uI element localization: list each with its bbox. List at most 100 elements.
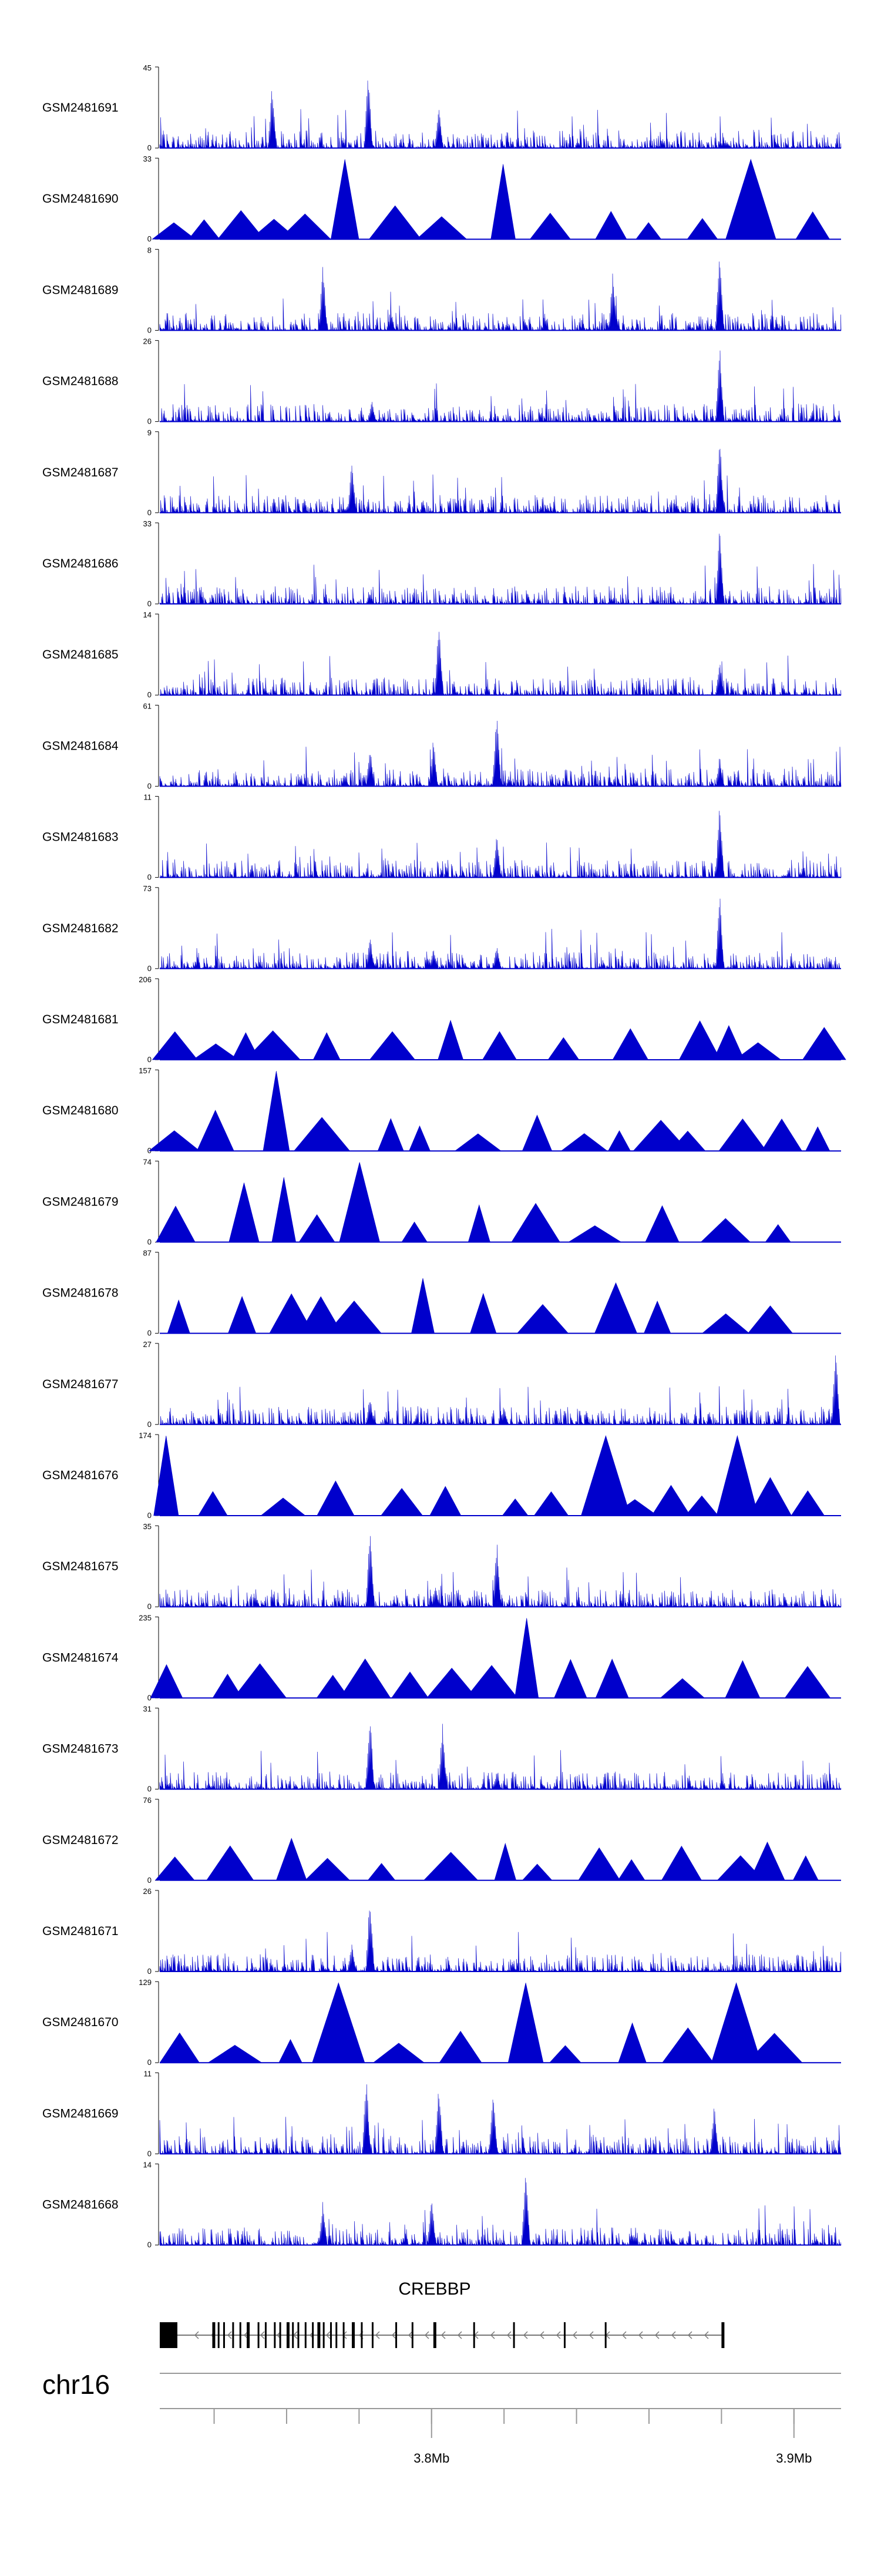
y-zero-label: 0: [147, 1693, 152, 1702]
y-zero-label: 0: [147, 1420, 152, 1429]
strand-arrow: [539, 2331, 544, 2339]
coverage-area: [159, 2084, 842, 2155]
coverage-area: [159, 449, 841, 513]
coverage-area: [159, 1910, 842, 1973]
axis-tick-label: 3.8Mb: [413, 2451, 449, 2466]
strand-arrow: [687, 2331, 692, 2339]
y-max-label: 129: [139, 1978, 152, 1987]
exon: [342, 2322, 345, 2348]
track-GSM2481684: GSM2481684 61 0: [42, 701, 842, 790]
y-zero-label: 0: [147, 1237, 152, 1246]
y-max-label: 73: [143, 884, 152, 893]
y-zero-label: 0: [147, 234, 152, 243]
track-label: GSM2481674: [42, 1651, 119, 1664]
strand-arrow: [243, 2331, 248, 2339]
track-GSM2481683: GSM2481683 11 0: [42, 793, 842, 882]
y-max-label: 14: [143, 2161, 152, 2169]
coverage-area: [159, 261, 842, 331]
track-GSM2481681: GSM2481681 206 0: [42, 975, 846, 1064]
track-GSM2481691: GSM2481691 45 0: [42, 63, 842, 152]
y-max-label: 61: [143, 701, 152, 710]
gene-annotation: CREBBP: [160, 2279, 725, 2348]
strand-arrow: [424, 2331, 429, 2339]
track-GSM2481673: GSM2481673 31 0: [42, 1705, 842, 1794]
exon: [232, 2322, 234, 2348]
track-label: GSM2481678: [42, 1287, 119, 1300]
y-max-label: 9: [147, 428, 152, 437]
track-label: GSM2481668: [42, 2198, 119, 2212]
y-max-label: 76: [143, 1796, 152, 1805]
exon: [286, 2322, 290, 2348]
y-zero-label: 0: [147, 873, 152, 882]
utr-block: [160, 2322, 177, 2348]
track-GSM2481677: GSM2481677 27 0: [42, 1340, 841, 1429]
coverage-area: [159, 720, 842, 787]
exon: [563, 2322, 566, 2348]
axis-ticks: 3.8Mb 3.9Mb: [160, 2373, 841, 2466]
track-label: GSM2481688: [42, 375, 119, 388]
exon: [312, 2322, 314, 2348]
y-zero-label: 0: [147, 2058, 152, 2067]
strand-arrow: [523, 2331, 528, 2339]
y-max-label: 33: [143, 519, 152, 528]
y-zero-label: 0: [147, 1055, 152, 1064]
tracks-group: GSM2481691450GSM2481690330GSM248168980GS…: [42, 63, 846, 2249]
strand-arrow: [621, 2331, 627, 2339]
y-zero-label: 0: [147, 1967, 152, 1976]
exon: [433, 2322, 436, 2348]
strand-arrow: [654, 2331, 660, 2339]
track-label: GSM2481683: [42, 831, 119, 844]
strand-arrow: [194, 2331, 199, 2339]
y-zero-label: 0: [147, 2149, 152, 2158]
y-zero-label: 0: [147, 599, 152, 608]
y-zero-label: 0: [147, 417, 152, 426]
strand-arrow: [506, 2331, 512, 2339]
y-max-label: 45: [143, 63, 152, 72]
gene-name-label: CREBBP: [398, 2279, 470, 2299]
track-label: GSM2481680: [42, 1104, 119, 1117]
chromosome-label: chr16: [42, 2369, 110, 2400]
exon: [292, 2322, 294, 2348]
strand-arrow: [391, 2331, 396, 2339]
track-label: GSM2481691: [42, 101, 119, 115]
y-zero-label: 0: [147, 1785, 152, 1794]
exon: [274, 2322, 276, 2348]
track-label: GSM2481681: [42, 1013, 119, 1026]
coverage-area: [160, 1355, 841, 1425]
track-GSM2481686: GSM2481686 33 0: [42, 519, 842, 608]
exon: [513, 2322, 515, 2348]
track-GSM2481671: GSM2481671 26 0: [42, 1887, 842, 1976]
y-max-label: 206: [139, 975, 152, 984]
track-label: GSM2481669: [42, 2107, 119, 2120]
track-label: GSM2481686: [42, 557, 119, 570]
gene-model: [160, 2322, 725, 2348]
strand-arrow: [325, 2331, 331, 2339]
track-label: GSM2481684: [42, 739, 119, 753]
track-label: GSM2481682: [42, 922, 119, 935]
coverage-area: [159, 898, 841, 969]
exon: [257, 2322, 260, 2348]
track-label: GSM2481673: [42, 1742, 119, 1756]
track-GSM2481690: GSM2481690 33 0: [42, 155, 841, 243]
y-max-label: 11: [144, 2069, 152, 2078]
coverage-area: [150, 1618, 841, 1698]
exon: [721, 2322, 725, 2348]
y-max-label: 74: [143, 1157, 152, 1166]
strand-arrow: [671, 2331, 676, 2339]
y-max-label: 11: [144, 793, 152, 802]
strand-arrow: [638, 2331, 643, 2339]
coverage-area: [159, 811, 842, 878]
track-GSM2481675: GSM2481675 35 0: [42, 1522, 842, 1611]
exon: [304, 2322, 307, 2348]
track-label: GSM2481685: [42, 648, 119, 661]
track-GSM2481672: GSM2481672 76 0: [42, 1796, 841, 1885]
track-label: GSM2481671: [42, 1925, 119, 1938]
coverage-area: [159, 1982, 841, 2063]
strand-arrow: [457, 2331, 462, 2339]
exon: [604, 2322, 607, 2348]
y-max-label: 157: [139, 1066, 152, 1075]
y-zero-label: 0: [147, 143, 152, 152]
y-max-label: 31: [143, 1705, 152, 1714]
y-zero-label: 0: [147, 690, 152, 699]
